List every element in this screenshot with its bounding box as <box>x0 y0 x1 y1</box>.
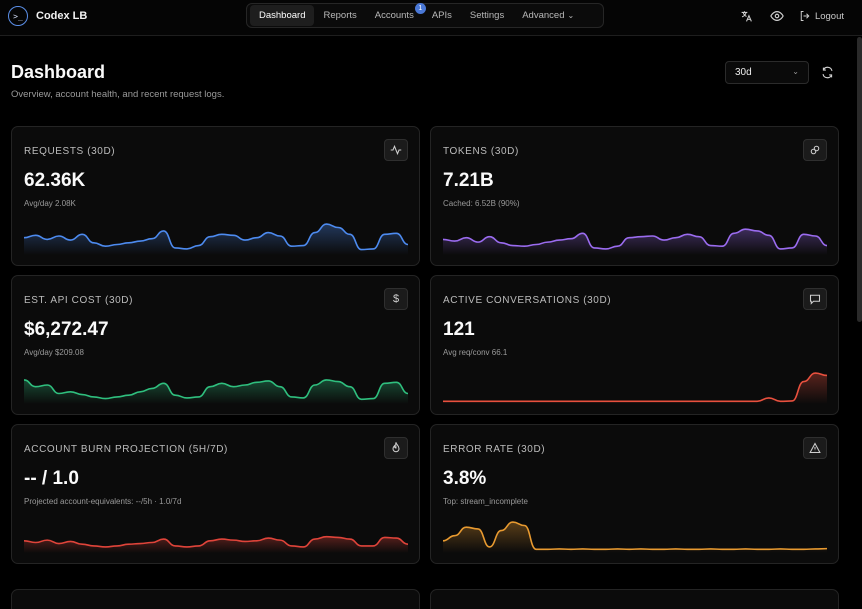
sparkline-area <box>443 373 827 404</box>
sparkline-line <box>442 521 828 551</box>
chevron-down-icon: ⌄ <box>792 67 799 76</box>
card-value: 3.8% <box>443 468 487 489</box>
sparkline-line <box>23 379 409 401</box>
translate-icon[interactable] <box>739 8 755 24</box>
tab-settings[interactable]: Settings <box>461 5 513 26</box>
sparkline-line <box>23 223 409 251</box>
tab-accounts[interactable]: Accounts 1 <box>366 3 426 26</box>
page-title: Dashboard <box>11 62 106 82</box>
card-label: EST. API COST (30D) <box>24 295 134 306</box>
tab-reports-label: Reports <box>323 10 357 21</box>
card-partial-right <box>430 589 839 609</box>
top-bar: >_ Codex LB Dashboard Reports Accounts 1 … <box>0 0 862 36</box>
card-label: REQUESTS (30D) <box>24 146 116 157</box>
eye-icon[interactable] <box>769 8 785 24</box>
card-error-rate: ERROR RATE (30D) 3.8% Top: stream_incomp… <box>430 424 839 564</box>
range-select-value: 30d <box>735 67 752 78</box>
sparkline-area <box>24 224 408 255</box>
card-sub: Cached: 6.52B (90%) <box>443 199 520 208</box>
tab-settings-label: Settings <box>469 10 505 21</box>
flame-icon <box>384 437 408 459</box>
link-icon <box>803 139 827 161</box>
tokens-sparkline <box>442 228 828 255</box>
conversations-sparkline <box>443 372 828 404</box>
card-label: ERROR RATE (30D) <box>443 444 546 455</box>
burn-sparkline <box>23 535 409 553</box>
tab-advanced-label: Advanced <box>522 10 565 21</box>
scrollbar[interactable] <box>857 37 862 322</box>
error-rate-sparkline <box>442 521 828 553</box>
message-icon <box>803 288 827 310</box>
card-partial-left <box>11 589 420 609</box>
main-nav: Dashboard Reports Accounts 1 APIs Setting… <box>246 3 604 28</box>
card-active-conversations: ACTIVE CONVERSATIONS (30D) 121 Avg req/c… <box>430 275 839 415</box>
range-select[interactable]: 30d ⌄ <box>725 61 809 84</box>
accounts-badge: 1 <box>414 3 426 14</box>
activity-icon <box>384 139 408 161</box>
card-requests: REQUESTS (30D) 62.36K Avg/day 2.08K <box>11 126 420 266</box>
card-label: TOKENS (30D) <box>443 146 519 157</box>
refresh-icon <box>821 66 833 78</box>
warning-icon <box>803 437 827 459</box>
card-burn-projection: ACCOUNT BURN PROJECTION (5H/7D) -- / 1.0… <box>11 424 420 564</box>
card-value: 62.36K <box>24 170 86 191</box>
card-value: 121 <box>443 319 475 340</box>
card-value: -- / 1.0 <box>24 468 79 489</box>
tab-reports[interactable]: Reports <box>314 5 365 26</box>
dollar-icon: $ <box>384 288 408 310</box>
card-tokens: TOKENS (30D) 7.21B Cached: 6.52B (90%) <box>430 126 839 266</box>
card-sub: Top: stream_incomplete <box>443 497 528 506</box>
tab-accounts-label: Accounts <box>374 10 414 21</box>
api-cost-sparkline <box>23 379 409 404</box>
top-actions: Logout <box>739 8 844 24</box>
card-value: 7.21B <box>443 170 494 191</box>
tab-advanced[interactable]: Advanced ⌄ <box>513 5 583 26</box>
card-value: $6,272.47 <box>24 319 109 340</box>
tab-apis-label: APIs <box>431 10 452 21</box>
card-sub: Avg/day $209.08 <box>24 348 84 357</box>
logout-icon <box>800 11 810 21</box>
card-label: ACTIVE CONVERSATIONS (30D) <box>443 295 612 306</box>
app-logo: >_ <box>8 6 28 26</box>
app-name: Codex LB <box>36 10 88 22</box>
card-sub: Avg req/conv 66.1 <box>443 348 508 357</box>
card-sub: Projected account-equivalents: --/5h · 1… <box>24 497 182 506</box>
card-sub: Avg/day 2.08K <box>24 199 76 208</box>
card-api-cost: EST. API COST (30D) $6,272.47 Avg/day $2… <box>11 275 420 415</box>
sparkline-area <box>24 379 408 404</box>
page-subtitle: Overview, account health, and recent req… <box>11 89 225 100</box>
brand[interactable]: >_ Codex LB <box>8 6 87 26</box>
tab-apis[interactable]: APIs <box>423 5 461 26</box>
sparkline-line <box>443 372 828 403</box>
tab-dashboard-label: Dashboard <box>259 10 306 21</box>
logout-label: Logout <box>814 10 844 22</box>
refresh-button[interactable] <box>818 63 836 81</box>
tab-dashboard[interactable]: Dashboard <box>250 5 315 26</box>
sparkline-line <box>23 535 409 548</box>
chevron-down-icon: ⌄ <box>567 11 575 20</box>
card-label: ACCOUNT BURN PROJECTION (5H/7D) <box>24 444 228 455</box>
requests-sparkline <box>23 223 409 255</box>
logout-button[interactable]: Logout <box>799 10 844 22</box>
sparkline-line <box>442 228 828 250</box>
